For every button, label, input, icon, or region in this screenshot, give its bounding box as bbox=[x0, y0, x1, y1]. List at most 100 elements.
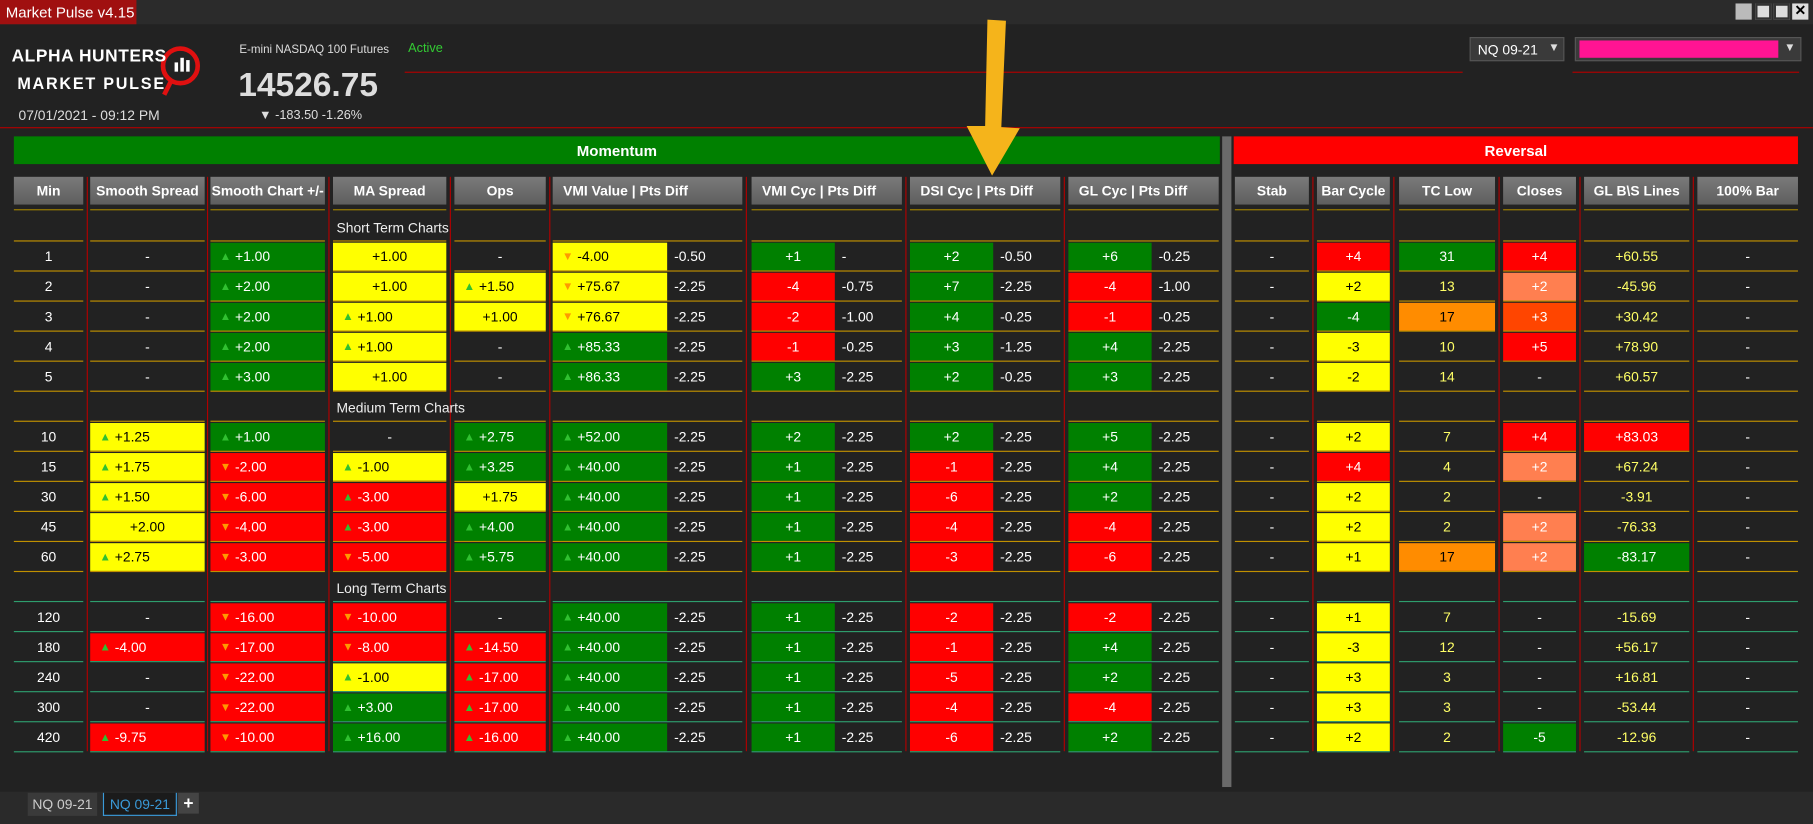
table-cell: -2.25 bbox=[674, 669, 706, 686]
trend-arrow: ▲ bbox=[219, 430, 232, 444]
table-cell: ▼ -6.00 bbox=[210, 483, 325, 511]
row-line bbox=[751, 751, 902, 753]
table-cell: 10 bbox=[1439, 338, 1455, 355]
column-header: MA Spread bbox=[333, 176, 447, 205]
row-line bbox=[1584, 330, 1690, 332]
cell-value: -10.00 bbox=[231, 729, 275, 746]
table-cell: ▼ -22.00 bbox=[210, 693, 325, 722]
close-button[interactable]: ✕ bbox=[1792, 3, 1809, 20]
row-line bbox=[1316, 450, 1390, 452]
row-line bbox=[90, 240, 205, 242]
row-line bbox=[909, 600, 1061, 603]
row-line bbox=[1068, 390, 1219, 392]
row-line bbox=[1697, 661, 1798, 663]
scrollbar[interactable] bbox=[1222, 136, 1232, 788]
table-cell: -2.25 bbox=[1158, 548, 1191, 566]
row-line bbox=[1584, 300, 1690, 302]
row-line bbox=[1234, 240, 1309, 242]
table-cell: +60.57 bbox=[1615, 368, 1659, 385]
table-cell: -53.44 bbox=[1616, 699, 1657, 716]
column-separator bbox=[86, 176, 88, 752]
row-line bbox=[1399, 240, 1496, 242]
row-line bbox=[1399, 540, 1496, 543]
table-cell: - bbox=[1269, 368, 1275, 385]
table-cell: 7 bbox=[1443, 428, 1451, 445]
tab-active[interactable]: NQ 09-21 bbox=[102, 792, 177, 816]
row-line bbox=[1584, 631, 1690, 633]
table-cell: ▲ +40.00 bbox=[552, 513, 668, 541]
table-cell: ▲ +1.00 bbox=[333, 332, 447, 361]
row-line bbox=[1697, 510, 1798, 512]
row-line bbox=[210, 450, 325, 452]
instrument-dropdown[interactable]: NQ 09-21 bbox=[1469, 36, 1565, 62]
table-cell: -83.17 bbox=[1584, 543, 1690, 571]
row-line bbox=[333, 600, 447, 603]
table-cell: -2.25 bbox=[1000, 518, 1032, 536]
cell-value: +3.00 bbox=[231, 368, 271, 385]
cell-value: -14.50 bbox=[475, 639, 519, 656]
status: Active bbox=[408, 41, 443, 56]
row-line bbox=[13, 691, 84, 693]
row-line bbox=[1316, 691, 1390, 693]
row-line bbox=[210, 751, 325, 753]
minimize-button[interactable] bbox=[1755, 3, 1772, 20]
row-line bbox=[1584, 570, 1690, 573]
row-line bbox=[552, 751, 743, 753]
row-line bbox=[1399, 570, 1496, 573]
trend-arrow: ▲ bbox=[99, 460, 111, 474]
column-separator bbox=[206, 176, 209, 752]
column-header: TC Low bbox=[1399, 176, 1496, 205]
table-cell: ▼ -10.00 bbox=[333, 603, 447, 632]
trend-arrow: ▲ bbox=[463, 640, 476, 654]
table-cell: -1 bbox=[909, 453, 994, 481]
cell-value: +40.00 bbox=[573, 669, 621, 686]
table-cell: +2 bbox=[1068, 723, 1152, 752]
window-button[interactable] bbox=[1735, 3, 1752, 20]
row-line bbox=[13, 570, 84, 573]
row-line bbox=[454, 420, 546, 422]
trend-arrow: ▲ bbox=[463, 700, 476, 714]
row-line bbox=[1584, 751, 1690, 753]
trend-arrow: ▲ bbox=[342, 310, 354, 324]
row-line bbox=[751, 600, 902, 603]
table-cell: ▲ -9.75 bbox=[90, 723, 205, 752]
table-cell: -2.25 bbox=[841, 458, 874, 475]
table-cell: ▲ +2.75 bbox=[454, 422, 546, 451]
table-cell: +2 bbox=[1316, 422, 1390, 451]
table-cell: - bbox=[145, 308, 150, 325]
row-line bbox=[909, 390, 1061, 392]
row-line bbox=[90, 270, 205, 272]
row-line bbox=[210, 330, 325, 332]
table-cell: - bbox=[145, 248, 150, 265]
tab[interactable]: NQ 09-21 bbox=[27, 792, 98, 816]
column-separator bbox=[905, 176, 907, 752]
row-line bbox=[552, 390, 743, 392]
maximize-button[interactable] bbox=[1773, 3, 1790, 20]
table-cell: -4 bbox=[909, 693, 994, 722]
row-line bbox=[90, 420, 205, 422]
row-line bbox=[333, 751, 447, 753]
table-cell: -2.25 bbox=[1000, 548, 1032, 566]
row-line bbox=[1234, 330, 1309, 332]
trend-arrow: ▲ bbox=[561, 640, 574, 654]
table-cell: +2 bbox=[1503, 272, 1576, 301]
cell-value: +1.00 bbox=[231, 428, 271, 445]
row-line bbox=[1697, 631, 1798, 633]
row-line bbox=[333, 209, 447, 211]
trend-arrow: ▲ bbox=[342, 730, 354, 744]
table-cell: - bbox=[1745, 368, 1750, 385]
table-cell: ▲ -3.00 bbox=[333, 513, 447, 541]
table-cell: 3 bbox=[1443, 669, 1451, 686]
table-cell: ▲ +1.25 bbox=[90, 422, 205, 451]
add-tab[interactable]: + bbox=[178, 792, 199, 814]
row-line bbox=[454, 300, 546, 302]
table-cell: ▲ +16.00 bbox=[333, 723, 447, 752]
row-line bbox=[751, 270, 902, 272]
column-separator bbox=[1393, 176, 1395, 752]
table-cell: -2.25 bbox=[841, 548, 874, 566]
price: 14526.75 bbox=[238, 67, 379, 105]
row-line bbox=[1399, 390, 1496, 392]
row-line bbox=[1068, 600, 1219, 603]
table-cell: - bbox=[145, 368, 150, 385]
